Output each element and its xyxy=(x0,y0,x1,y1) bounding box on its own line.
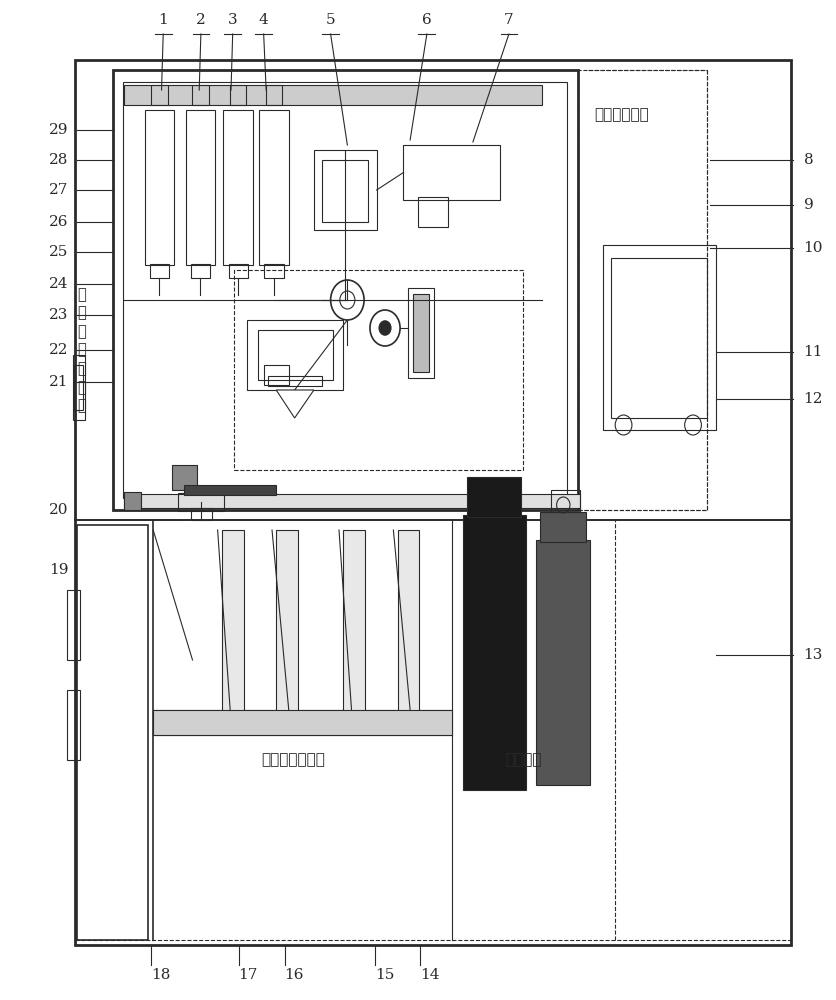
Text: 15: 15 xyxy=(375,968,394,982)
Bar xyxy=(228,264,247,278)
Text: 28: 28 xyxy=(49,153,69,167)
Bar xyxy=(264,264,283,278)
Text: 7: 7 xyxy=(503,13,513,27)
Bar xyxy=(184,485,276,495)
Bar xyxy=(403,145,499,200)
Text: 21: 21 xyxy=(49,375,69,389)
Bar xyxy=(191,508,212,520)
Bar xyxy=(265,85,282,105)
Text: 16: 16 xyxy=(284,968,303,982)
Bar xyxy=(397,530,419,715)
Bar xyxy=(74,365,83,410)
Text: 26: 26 xyxy=(49,215,69,229)
Bar xyxy=(343,530,364,715)
Text: 9: 9 xyxy=(803,198,813,212)
Bar xyxy=(191,264,210,278)
Bar xyxy=(153,710,451,735)
Bar xyxy=(75,60,790,945)
Bar xyxy=(171,465,196,490)
Bar xyxy=(247,320,343,390)
Bar xyxy=(73,355,84,420)
Bar xyxy=(259,110,288,265)
Bar xyxy=(413,294,428,372)
Bar xyxy=(263,365,288,385)
Bar xyxy=(124,492,140,510)
Text: 13: 13 xyxy=(803,648,822,662)
Bar xyxy=(535,540,589,785)
Bar xyxy=(191,85,208,105)
Bar xyxy=(268,376,322,386)
Bar xyxy=(150,85,167,105)
Text: 22: 22 xyxy=(49,343,69,357)
Text: 12: 12 xyxy=(803,392,822,406)
Bar xyxy=(229,85,247,105)
Text: 29: 29 xyxy=(49,123,69,137)
Bar xyxy=(223,110,252,265)
Bar xyxy=(466,477,521,517)
Text: 10: 10 xyxy=(803,241,822,255)
Bar xyxy=(462,515,525,790)
Bar xyxy=(113,70,577,510)
Bar xyxy=(150,264,169,278)
Text: 23: 23 xyxy=(49,308,69,322)
Bar xyxy=(610,258,706,418)
Text: 6: 6 xyxy=(421,13,431,27)
Bar xyxy=(418,197,447,227)
Text: 19: 19 xyxy=(49,563,69,577)
Text: 1: 1 xyxy=(158,13,168,27)
Text: 8: 8 xyxy=(803,153,812,167)
Bar xyxy=(408,288,433,378)
Text: 4: 4 xyxy=(258,13,268,27)
Text: 20: 20 xyxy=(49,503,69,517)
Text: 27: 27 xyxy=(49,183,69,197)
Circle shape xyxy=(379,321,390,335)
Bar xyxy=(145,110,174,265)
Bar xyxy=(602,245,715,430)
Text: 升降台动力装置: 升降台动力装置 xyxy=(261,752,324,768)
Text: 17: 17 xyxy=(238,968,257,982)
Text: 2: 2 xyxy=(196,13,206,27)
Polygon shape xyxy=(276,390,314,418)
Bar xyxy=(276,530,298,715)
Text: 14: 14 xyxy=(420,968,439,982)
Bar xyxy=(186,110,215,265)
Text: 18: 18 xyxy=(150,968,170,982)
Text: 24: 24 xyxy=(49,277,69,291)
Text: 3: 3 xyxy=(227,13,237,27)
Text: 打印控制装置: 打印控制装置 xyxy=(594,107,648,122)
Text: 11: 11 xyxy=(803,345,822,359)
Bar xyxy=(234,270,522,470)
Bar xyxy=(314,150,376,230)
Bar xyxy=(550,490,579,516)
Bar xyxy=(322,160,368,222)
Text: 送粉装置: 送粉装置 xyxy=(504,752,541,768)
Bar xyxy=(577,70,706,510)
Bar xyxy=(124,494,579,508)
Bar xyxy=(222,530,243,715)
Bar xyxy=(123,82,567,498)
Bar xyxy=(67,690,80,760)
Bar xyxy=(257,330,333,380)
Bar xyxy=(77,525,148,940)
Bar xyxy=(124,85,542,105)
Text: 5: 5 xyxy=(325,13,335,27)
Bar xyxy=(178,493,224,511)
Text: 计
算
机
控
制
系
统: 计 算 机 控 制 系 统 xyxy=(78,287,86,413)
Bar xyxy=(539,512,585,542)
Text: 25: 25 xyxy=(49,245,69,259)
Bar xyxy=(67,590,80,660)
